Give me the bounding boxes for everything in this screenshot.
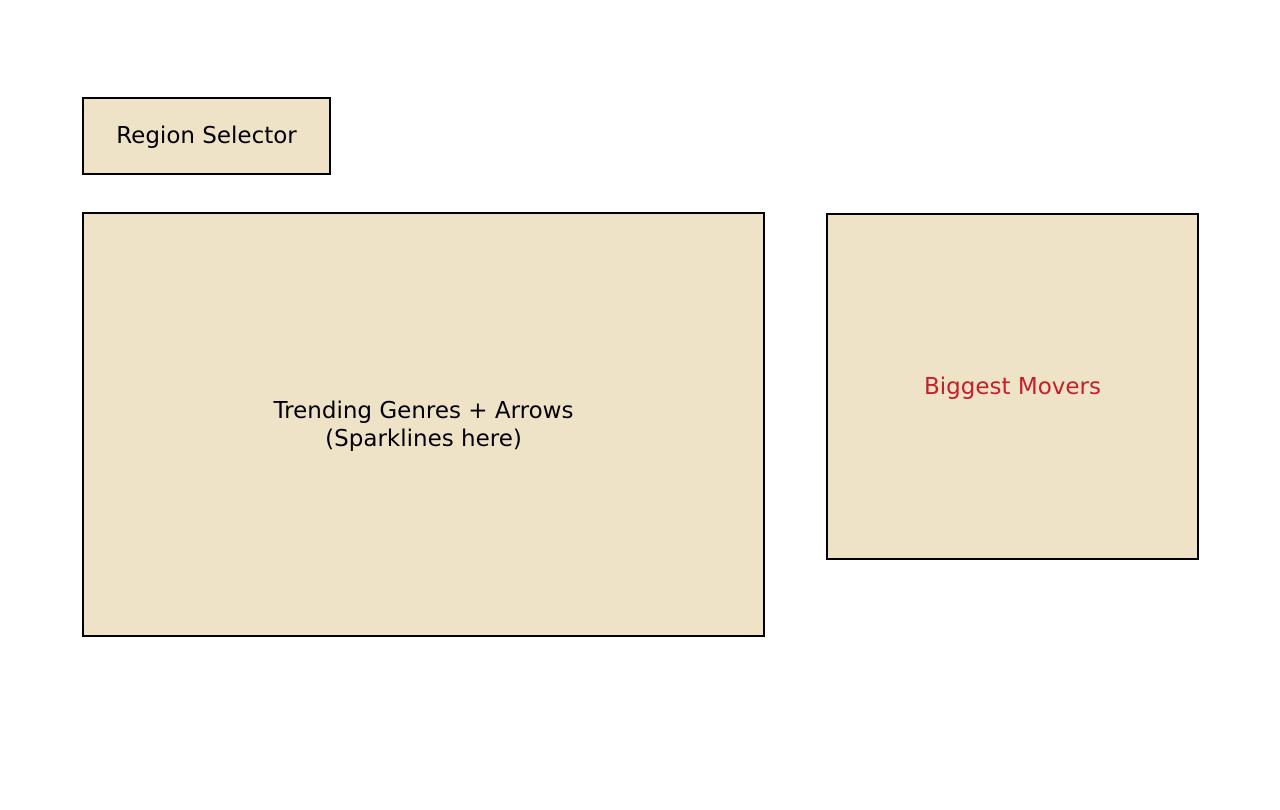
trending-genres-box: Trending Genres + Arrows (Sparklines her… bbox=[82, 212, 765, 637]
region-selector-box: Region Selector bbox=[82, 97, 331, 175]
region-selector-label: Region Selector bbox=[116, 123, 297, 149]
biggest-movers-box: Biggest Movers bbox=[826, 213, 1199, 560]
biggest-movers-label: Biggest Movers bbox=[924, 373, 1101, 400]
trending-genres-title: Trending Genres + Arrows bbox=[273, 397, 574, 424]
trending-genres-subtitle: (Sparklines here) bbox=[325, 425, 522, 452]
trending-genres-text: Trending Genres + Arrows (Sparklines her… bbox=[274, 397, 574, 453]
